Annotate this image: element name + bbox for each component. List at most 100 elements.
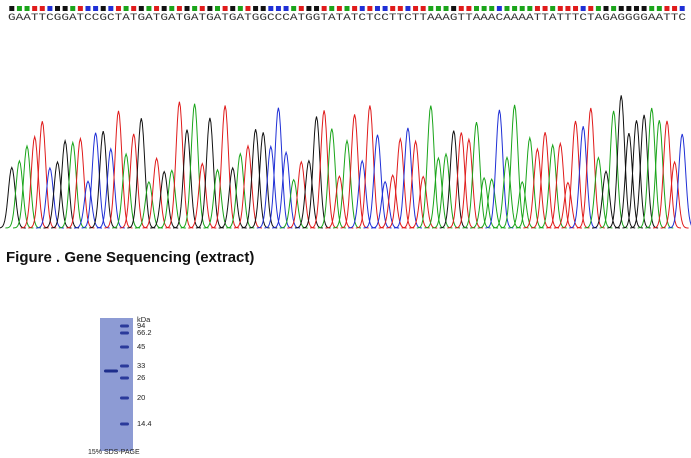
base-marker bbox=[664, 6, 669, 11]
base-marker bbox=[451, 6, 456, 11]
base-marker bbox=[329, 6, 334, 11]
base-marker bbox=[299, 6, 304, 11]
base-marker bbox=[489, 6, 494, 11]
base-marker bbox=[108, 6, 113, 11]
base-marker bbox=[375, 6, 380, 11]
trace-peak bbox=[562, 121, 590, 228]
chromatogram bbox=[0, 95, 691, 228]
base-marker bbox=[383, 6, 388, 11]
base-marker bbox=[200, 6, 205, 11]
base-marker bbox=[78, 6, 83, 11]
base-marker bbox=[626, 6, 631, 11]
base-marker bbox=[680, 6, 685, 11]
base-marker bbox=[162, 6, 167, 11]
base-marker bbox=[131, 6, 136, 11]
base-marker bbox=[124, 6, 129, 11]
base-marker bbox=[230, 6, 235, 11]
trace-peak bbox=[638, 108, 666, 228]
trace-peak bbox=[5, 161, 33, 228]
trace-peak bbox=[516, 138, 544, 228]
base-marker bbox=[504, 6, 509, 11]
base-marker bbox=[596, 6, 601, 11]
base-marker bbox=[405, 6, 410, 11]
base-marker bbox=[93, 6, 98, 11]
base-marker bbox=[352, 6, 357, 11]
base-marker bbox=[9, 6, 14, 11]
base-marker bbox=[428, 6, 433, 11]
marker-band bbox=[120, 397, 129, 400]
sample-band bbox=[104, 370, 118, 373]
marker-band bbox=[120, 377, 129, 380]
figure-page: GAATTCGGATCCGCTATGATGATGATGATGATGGCCCATG… bbox=[0, 0, 691, 458]
base-marker bbox=[192, 6, 197, 11]
base-marker bbox=[17, 6, 22, 11]
base-marker bbox=[40, 6, 45, 11]
marker-label: 20 bbox=[137, 393, 145, 402]
base-marker bbox=[223, 6, 228, 11]
base-marker bbox=[421, 6, 426, 11]
trace-peak bbox=[66, 139, 94, 228]
base-marker bbox=[672, 6, 677, 11]
base-marker bbox=[238, 6, 243, 11]
base-marker bbox=[649, 6, 654, 11]
base-marker bbox=[314, 6, 319, 11]
base-marker bbox=[32, 6, 37, 11]
base-marker bbox=[70, 6, 75, 11]
base-marker bbox=[581, 6, 586, 11]
trace-peak bbox=[356, 106, 384, 229]
base-marker bbox=[390, 6, 395, 11]
marker-label: 26 bbox=[137, 373, 145, 382]
base-marker bbox=[611, 6, 616, 11]
gel-image: kDa 15% SDS-PAGE 9466.24533262014.4 bbox=[88, 315, 152, 456]
trace-peak bbox=[531, 132, 559, 228]
base-marker bbox=[573, 6, 578, 11]
base-marker bbox=[306, 6, 311, 11]
trace-peak bbox=[181, 104, 209, 228]
base-marker bbox=[520, 6, 525, 11]
sequence: GAATTCGGATCCGCTATGATGATGATGATGATGGCCCATG… bbox=[8, 13, 686, 24]
base-marker bbox=[436, 6, 441, 11]
marker-band bbox=[120, 325, 129, 328]
marker-band bbox=[120, 332, 129, 335]
base-marker bbox=[398, 6, 403, 11]
base-marker bbox=[169, 6, 174, 11]
marker-label: 45 bbox=[137, 342, 145, 351]
base-marker bbox=[550, 6, 555, 11]
base-marker bbox=[261, 6, 266, 11]
base-marker bbox=[268, 6, 273, 11]
base-marker bbox=[63, 6, 68, 11]
base-marker bbox=[25, 6, 30, 11]
base-marker bbox=[55, 6, 60, 11]
trace-peak bbox=[234, 146, 262, 228]
base-marker bbox=[101, 6, 106, 11]
base-marker bbox=[185, 6, 190, 11]
base-marker bbox=[291, 6, 296, 11]
base-marker bbox=[604, 6, 609, 11]
base-marker bbox=[367, 6, 372, 11]
base-marker bbox=[177, 6, 182, 11]
base-marker bbox=[116, 6, 121, 11]
gel-lane-background bbox=[100, 318, 133, 451]
base-marker bbox=[337, 6, 342, 11]
base-marker bbox=[482, 6, 487, 11]
base-marker bbox=[139, 6, 144, 11]
marker-label: 14.4 bbox=[137, 419, 152, 428]
base-marker bbox=[47, 6, 52, 11]
caption: Figure . Gene Sequencing (extract) bbox=[6, 249, 254, 266]
base-marker bbox=[588, 6, 593, 11]
base-marker bbox=[85, 6, 90, 11]
base-marker bbox=[345, 6, 350, 11]
base-marker bbox=[146, 6, 151, 11]
base-marker bbox=[322, 6, 327, 11]
base-marker bbox=[558, 6, 563, 11]
trace-peak bbox=[318, 129, 346, 228]
marker-band bbox=[120, 346, 129, 349]
base-marker bbox=[215, 6, 220, 11]
gel-label: 15% SDS-PAGE bbox=[88, 449, 140, 456]
base-marker bbox=[459, 6, 464, 11]
base-marker bbox=[360, 6, 365, 11]
base-marker bbox=[642, 6, 647, 11]
base-marker bbox=[619, 6, 624, 11]
base-marker bbox=[276, 6, 281, 11]
base-marker bbox=[543, 6, 548, 11]
